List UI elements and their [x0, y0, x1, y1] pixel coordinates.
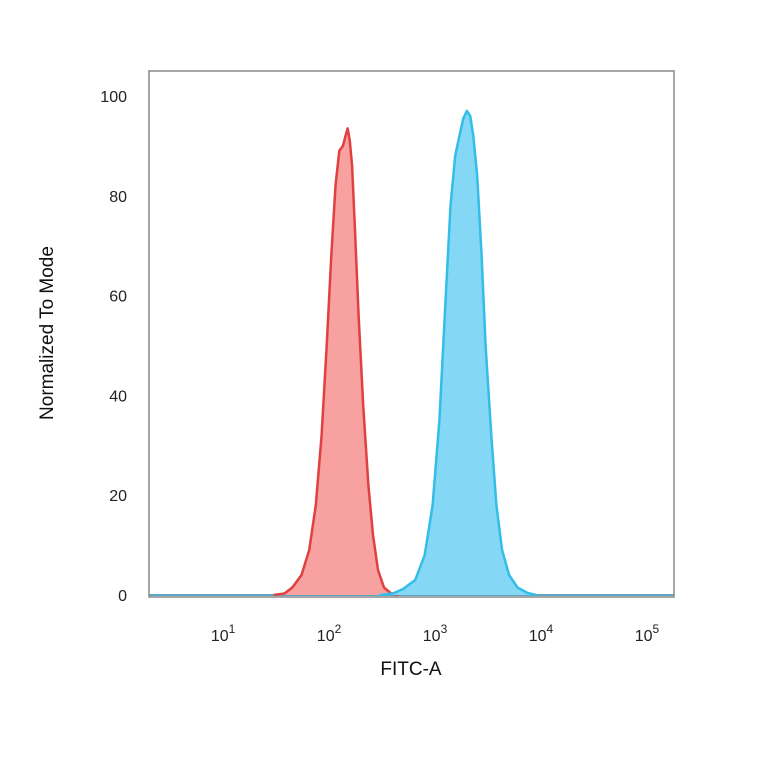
series-1-line: [273, 127, 399, 597]
plot-frame: [148, 70, 675, 598]
series-layer: [149, 109, 674, 597]
y-tick-label: 100: [100, 89, 127, 106]
axis-layer: 0 20 40 60 80 100 101 102 103 104 105: [100, 89, 659, 645]
y-tick-label: 80: [109, 189, 127, 206]
y-tick-label: 40: [109, 388, 127, 405]
y-tick-label: 60: [109, 289, 127, 306]
series-2-line: [379, 109, 537, 597]
x-tick-label: 103: [423, 622, 448, 645]
y-tick-label: 20: [109, 488, 127, 505]
y-axis-label: Normalized To Mode: [37, 246, 58, 420]
x-tick-label: 104: [529, 622, 554, 645]
x-axis-label: FITC-A: [380, 659, 442, 680]
x-tick-label: 105: [635, 622, 660, 645]
series-2-fill: [379, 110, 537, 596]
x-tick-label: 102: [317, 622, 342, 645]
x-tick-label: 101: [211, 622, 236, 645]
y-tick-label: 0: [118, 588, 127, 605]
